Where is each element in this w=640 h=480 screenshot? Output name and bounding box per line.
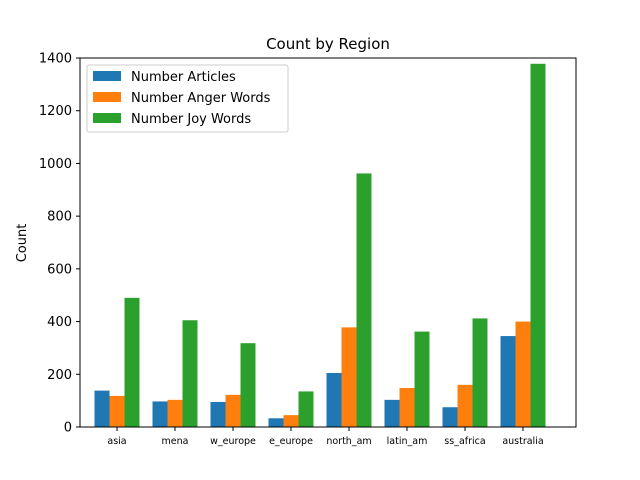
x-tick-label-north_am: north_am <box>326 436 371 447</box>
bar-e_europe-series-3 <box>298 391 314 427</box>
x-tick-label-asia: asia <box>107 436 126 447</box>
bar-e_europe-series-1 <box>268 418 284 427</box>
bar-w_europe-series-1 <box>210 401 226 427</box>
y-tick-label: 0 <box>64 421 72 436</box>
y-tick-label: 400 <box>47 315 72 330</box>
bar-mena-series-2 <box>167 399 183 427</box>
bar-australia-series-2 <box>515 321 531 427</box>
y-tick-label: 200 <box>47 368 72 383</box>
y-tick-label: 1200 <box>39 104 72 119</box>
x-tick-label-w_europe: w_europe <box>210 436 256 447</box>
x-axis-ticks: asia mena w_europe e_europe north_am latin_am… <box>107 427 544 447</box>
x-tick-label-mena: mena <box>162 436 189 447</box>
x-tick-label-ss_africa: ss_africa <box>444 436 485 447</box>
x-tick-label-latin_am: latin_am <box>387 436 428 447</box>
y-tick-label: 1000 <box>39 157 72 172</box>
bar-north_am-series-3 <box>356 173 372 427</box>
chart-title: Count by Region <box>266 35 390 53</box>
legend-swatch-3 <box>93 113 121 123</box>
bars-group <box>94 63 546 428</box>
bar-asia-series-1 <box>94 390 110 427</box>
y-tick-label: 1400 <box>39 52 72 67</box>
x-tick-label-e_europe: e_europe <box>269 436 313 447</box>
bar-mena-series-1 <box>152 401 168 427</box>
bar-e_europe-series-2 <box>283 415 299 427</box>
bar-ss_africa-series-2 <box>457 384 473 427</box>
legend: Number Articles Number Anger Words Number … <box>86 64 289 133</box>
y-tick-label: 600 <box>47 262 72 277</box>
bar-w_europe-series-3 <box>240 343 256 427</box>
bar-australia-series-3 <box>530 63 546 428</box>
bar-ss_africa-series-1 <box>442 407 458 427</box>
bar-latin_am-series-3 <box>414 331 430 427</box>
bar-ss_africa-series-3 <box>472 318 488 427</box>
bar-latin_am-series-1 <box>384 399 400 427</box>
plot-frame <box>79 57 577 428</box>
legend-label-2: Number Anger Words <box>131 91 271 106</box>
legend-label-1: Number Articles <box>131 70 236 85</box>
x-tick-label-australia: australia <box>502 436 543 447</box>
legend-label-3: Number Joy Words <box>131 112 251 127</box>
legend-swatch-1 <box>93 71 121 81</box>
y-tick-label: 800 <box>47 210 72 225</box>
legend-frame <box>86 64 289 133</box>
bar-latin_am-series-2 <box>399 387 415 427</box>
bar-asia-series-2 <box>109 395 125 427</box>
bar-mena-series-3 <box>182 320 198 427</box>
bar-w_europe-series-2 <box>225 394 241 427</box>
y-axis-ticks: 0 200 400 600 800 1000 1200 1400 <box>39 52 80 436</box>
y-axis-title: Count <box>15 224 30 263</box>
legend-swatch-2 <box>93 92 121 102</box>
bar-north_am-series-1 <box>326 372 342 427</box>
bar-north_am-series-2 <box>341 327 357 427</box>
bar-australia-series-1 <box>500 336 516 427</box>
bar-asia-series-3 <box>124 297 140 427</box>
